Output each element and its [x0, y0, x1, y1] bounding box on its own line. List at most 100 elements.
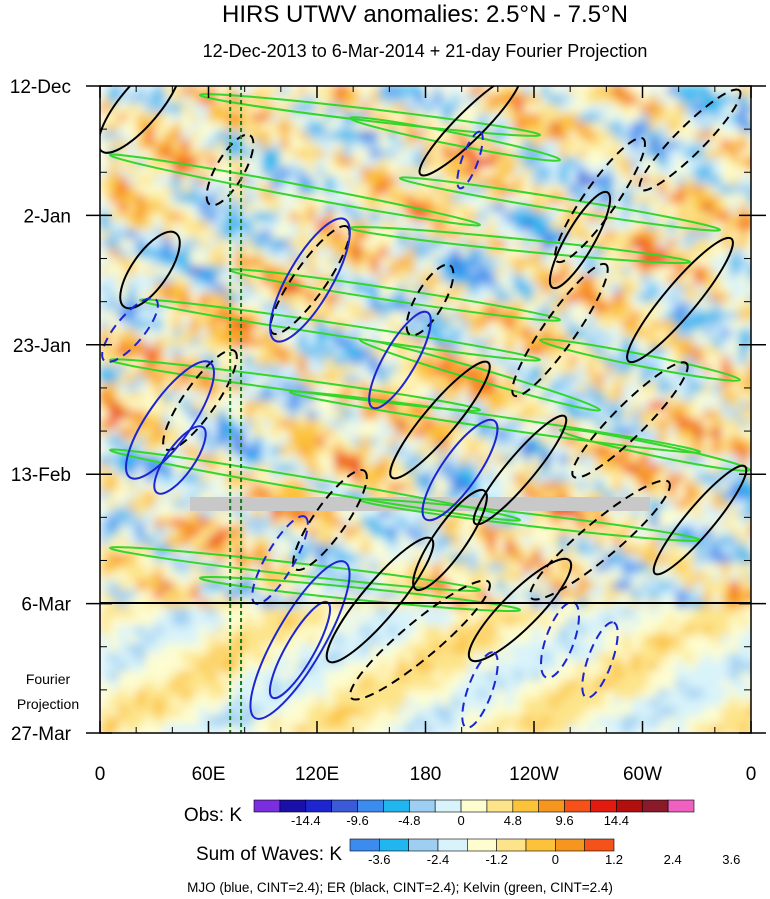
colorbar-swatch	[590, 799, 617, 813]
colorbar-tick-label: 14.4	[604, 813, 629, 828]
colorbar-tick-label: 0	[552, 852, 559, 867]
projection-label-line2: Projection	[17, 696, 79, 712]
kelvin-contour	[198, 575, 522, 613]
er-contour	[405, 263, 455, 337]
colorbar-swatch	[496, 838, 527, 852]
obs-colorbar-label: Obs: K	[184, 805, 242, 826]
colorbar-swatch	[357, 799, 384, 813]
er-contour	[205, 133, 255, 207]
er-contour	[325, 536, 435, 664]
kelvin-contour	[398, 176, 722, 232]
mjo-contour	[101, 297, 159, 363]
er-contour	[269, 224, 351, 336]
colorbar-swatch	[460, 799, 488, 813]
er-contour	[626, 236, 734, 364]
colorbar-swatch	[383, 799, 410, 813]
colorbar-swatch	[379, 838, 409, 852]
er-contour	[100, 86, 183, 154]
projection-label-line1: Fourier	[26, 671, 71, 687]
x-tick-label: 120W	[509, 764, 559, 785]
colorbar-swatch	[512, 799, 540, 813]
kelvin-contour	[138, 298, 542, 362]
kelvin-contour	[558, 428, 751, 472]
er-contour	[292, 469, 368, 571]
colorbar-swatch	[555, 838, 585, 852]
y-tick-label: 27-Mar	[11, 724, 72, 745]
er-contour	[119, 230, 181, 310]
colorbar-swatch	[486, 799, 514, 813]
colorbar-swatch	[408, 838, 439, 852]
x-tick-label: 180	[410, 764, 442, 785]
er-contour	[349, 579, 491, 701]
colorbar-tick-label: 1.2	[605, 852, 623, 867]
contour-legend: MJO (blue, CINT=2.4); ER (black, CINT=2.…	[187, 880, 613, 895]
colorbar-swatch	[641, 799, 669, 813]
x-axis: 0 60E 120E 180 120W 60W 0	[95, 86, 757, 785]
x-tick-label: 120E	[295, 764, 339, 785]
colorbar-swatch	[349, 838, 380, 852]
y-tick-label: 12-Dec	[10, 77, 71, 98]
obs-colorbar: -14.4 -9.6 -4.8 0 4.8 9.6 14.4	[253, 799, 695, 828]
kelvin-contour	[109, 546, 481, 592]
kelvin-contour	[348, 116, 562, 162]
waves-colorbar-label: Sum of Waves: K	[196, 844, 342, 865]
er-contour	[652, 464, 748, 576]
er-contour	[548, 190, 612, 290]
colorbar-swatch	[467, 838, 497, 852]
er-contour	[389, 360, 491, 480]
wave-contours	[100, 86, 751, 729]
colorbar-swatch	[305, 799, 332, 813]
x-tick-label: 60E	[192, 764, 226, 785]
colorbar-tick-label: -9.6	[346, 813, 368, 828]
er-contour	[529, 479, 671, 601]
kelvin-contour	[108, 153, 482, 227]
waves-colorbar: -3.6 -2.4 -1.2 0 1.2 2.4 3.6	[349, 838, 740, 867]
colorbar-tick-label: 2.4	[664, 852, 682, 867]
colorbar-tick-label: -2.4	[427, 852, 449, 867]
y-tick-label: 13-Feb	[11, 465, 71, 486]
kelvin-contour	[109, 448, 521, 522]
mjo-contour	[368, 310, 432, 410]
colorbar-swatch	[538, 799, 565, 813]
colorbar-swatch	[667, 799, 695, 813]
er-contour	[467, 557, 573, 663]
x-tick-label: 0	[746, 764, 757, 785]
er-contour	[412, 489, 488, 591]
mjo-contour	[269, 217, 351, 343]
mjo-contour	[249, 560, 351, 720]
kelvin-contour	[198, 93, 542, 137]
colorbar-swatch	[253, 799, 281, 813]
er-contour	[571, 361, 689, 479]
colorbar-tick-label: 4.8	[504, 813, 522, 828]
er-contour	[511, 262, 609, 398]
longitude-markers	[229, 86, 243, 733]
colorbar-swatch	[564, 799, 591, 813]
colorbar-swatch	[408, 799, 436, 813]
colorbar-swatch	[437, 838, 468, 852]
colorbar-tick-label: -4.8	[398, 813, 420, 828]
er-contour	[638, 88, 742, 192]
y-tick-label: 6-Mar	[21, 595, 71, 616]
kelvin-contour	[359, 338, 601, 412]
colorbar-swatch	[331, 799, 358, 813]
er-contour	[554, 136, 646, 264]
colorbar-tick-label: 0	[457, 813, 464, 828]
chart-title: HIRS UTWV anomalies: 2.5°N - 7.5°N	[222, 1, 628, 28]
er-contour	[162, 349, 238, 451]
mjo-contour	[124, 360, 216, 480]
colorbar-tick-label: -14.4	[291, 813, 321, 828]
colorbar-swatch	[525, 838, 556, 852]
mjo-contour	[461, 651, 499, 729]
mjo-contour	[581, 621, 619, 699]
chart-subtitle: 12-Dec-2013 to 6-Mar-2014 + 21-day Fouri…	[203, 41, 648, 61]
x-tick-label: 0	[95, 764, 106, 785]
y-axis: 12-Dec 2-Jan 23-Jan 13-Feb 6-Mar 27-Mar	[10, 77, 766, 745]
plot-area	[100, 86, 751, 733]
er-contour	[472, 414, 568, 526]
y-tick-label: 23-Jan	[13, 336, 71, 357]
x-tick-label: 60W	[623, 764, 662, 785]
colorbar-tick-label: -3.6	[368, 852, 390, 867]
kelvin-contour	[538, 338, 742, 382]
colorbar-swatch	[434, 799, 462, 813]
